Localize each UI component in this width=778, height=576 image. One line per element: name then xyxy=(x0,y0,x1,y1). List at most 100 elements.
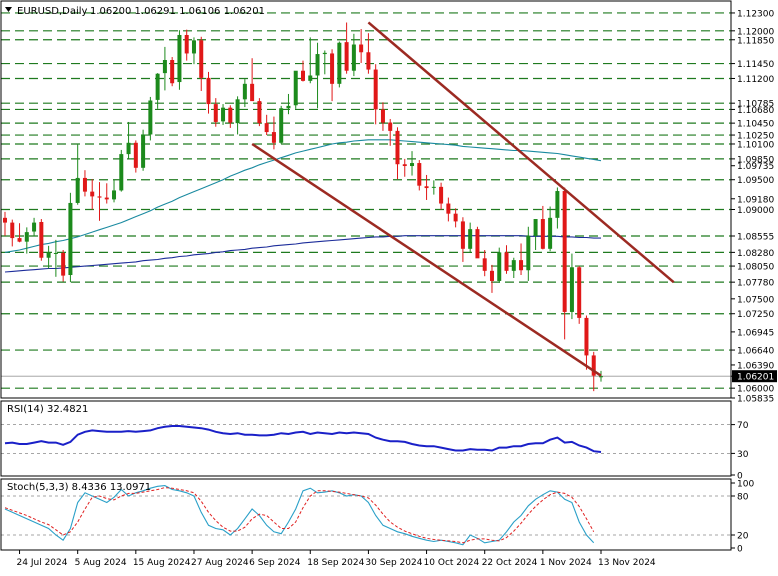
candle xyxy=(257,98,262,127)
candle-body xyxy=(322,52,327,55)
candle xyxy=(271,116,276,150)
candle-body xyxy=(460,221,465,249)
candle-body xyxy=(402,164,407,167)
candle-body xyxy=(82,177,87,192)
stoch-y-tick-label: 100 xyxy=(737,480,754,490)
y-tick-label: 1.09735 xyxy=(737,162,774,172)
rsi-y-tick-label: 0 xyxy=(737,472,743,482)
candle xyxy=(162,46,167,91)
dropdown-triangle-icon[interactable] xyxy=(5,7,12,12)
y-tick-label: 1.06640 xyxy=(737,347,774,357)
candle xyxy=(97,182,102,221)
candle-body xyxy=(68,202,73,276)
candle-body xyxy=(10,222,15,239)
candle xyxy=(322,50,327,75)
candle xyxy=(32,217,37,237)
candle-body xyxy=(162,60,167,74)
y-tick-label: 1.10680 xyxy=(737,106,774,116)
candle-body xyxy=(373,69,378,110)
candle-body xyxy=(141,134,146,168)
candle xyxy=(17,223,22,243)
stoch-y-tick-label: 20 xyxy=(737,532,749,542)
rsi-panel: 70 30 0 xyxy=(1,421,749,482)
symbol-label: EURUSD,Daily xyxy=(17,6,88,17)
candle-body xyxy=(584,317,589,356)
candle xyxy=(533,219,538,250)
y-tick-label: 1.07500 xyxy=(737,295,774,305)
candle xyxy=(460,217,465,262)
candle xyxy=(519,243,524,276)
candle-body xyxy=(482,258,487,271)
candle-body xyxy=(577,267,582,318)
candle-body xyxy=(3,217,7,223)
channel-upper-line xyxy=(367,21,675,284)
candle xyxy=(199,36,204,91)
stoch-panel: 100 80 20 0 xyxy=(1,480,754,555)
candle xyxy=(126,121,131,159)
candle xyxy=(315,42,320,109)
candle xyxy=(388,118,393,146)
y-tick-label: 1.06201 xyxy=(737,373,774,383)
candle xyxy=(439,182,444,210)
candle-body xyxy=(32,222,37,232)
x-tick-label: 15 Aug 2024 xyxy=(133,558,191,568)
candle xyxy=(417,160,422,191)
rsi-label: RSI(14) 32.4821 xyxy=(7,404,88,415)
candle xyxy=(395,127,400,180)
candle-body xyxy=(555,191,560,218)
candle-body xyxy=(475,229,480,259)
candle xyxy=(119,149,124,192)
y-tick-label: 1.06390 xyxy=(737,361,774,371)
candle-body xyxy=(119,154,124,191)
candle xyxy=(497,247,502,283)
candle-body xyxy=(526,235,531,271)
candle xyxy=(170,57,175,87)
y-tick-label: 1.07780 xyxy=(737,279,774,289)
candle xyxy=(286,93,291,115)
candle xyxy=(75,144,80,205)
candle-body xyxy=(410,163,415,167)
candle-body xyxy=(148,100,153,135)
candle-body xyxy=(533,219,538,236)
candle xyxy=(569,253,574,320)
candle-body xyxy=(199,40,204,78)
y-tick-label: 1.10450 xyxy=(737,120,774,130)
candle-body xyxy=(75,177,80,203)
candle-body xyxy=(351,44,356,71)
ohlc-readout: 1.06200 1.06291 1.06106 1.06201 xyxy=(90,6,265,17)
candle xyxy=(148,96,153,141)
candle-body xyxy=(301,70,305,81)
candle xyxy=(104,183,109,204)
candle-body xyxy=(24,232,29,242)
candle-body xyxy=(104,197,109,200)
candle-body xyxy=(61,252,66,276)
candle-body xyxy=(213,104,218,122)
x-tick-label: 10 Oct 2024 xyxy=(424,558,480,568)
candle-body xyxy=(599,376,603,378)
candle-body xyxy=(359,44,364,53)
candle-body xyxy=(53,252,58,254)
y-tick-label: 1.07250 xyxy=(737,310,774,320)
x-tick-label: 22 Oct 2024 xyxy=(482,558,538,568)
candle-body xyxy=(235,99,240,124)
candle-body xyxy=(155,73,160,100)
candle xyxy=(133,140,138,173)
x-tick-label: 24 Jul 2024 xyxy=(17,558,68,568)
candle xyxy=(68,192,73,283)
candle-body xyxy=(519,260,524,271)
candle xyxy=(489,264,494,293)
candle xyxy=(599,370,603,382)
stoch-label: Stoch(5,3,3) 8.4336 13.0971 xyxy=(7,482,151,493)
y-tick-label: 1.11850 xyxy=(737,36,774,46)
candle xyxy=(3,211,7,236)
x-tick-label: 6 Sep 2024 xyxy=(249,558,301,568)
candle-body xyxy=(439,186,444,204)
panel-frame-2 xyxy=(0,478,732,551)
ma-slow-line xyxy=(4,235,601,273)
candle-body xyxy=(184,34,189,54)
candle-body xyxy=(417,163,422,186)
candle xyxy=(308,37,313,84)
y-tick-label: 1.09180 xyxy=(737,195,774,205)
candle xyxy=(264,114,269,136)
panel-frame-1 xyxy=(0,400,732,477)
